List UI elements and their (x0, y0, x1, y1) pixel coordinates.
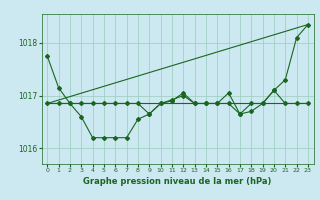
X-axis label: Graphe pression niveau de la mer (hPa): Graphe pression niveau de la mer (hPa) (84, 177, 272, 186)
